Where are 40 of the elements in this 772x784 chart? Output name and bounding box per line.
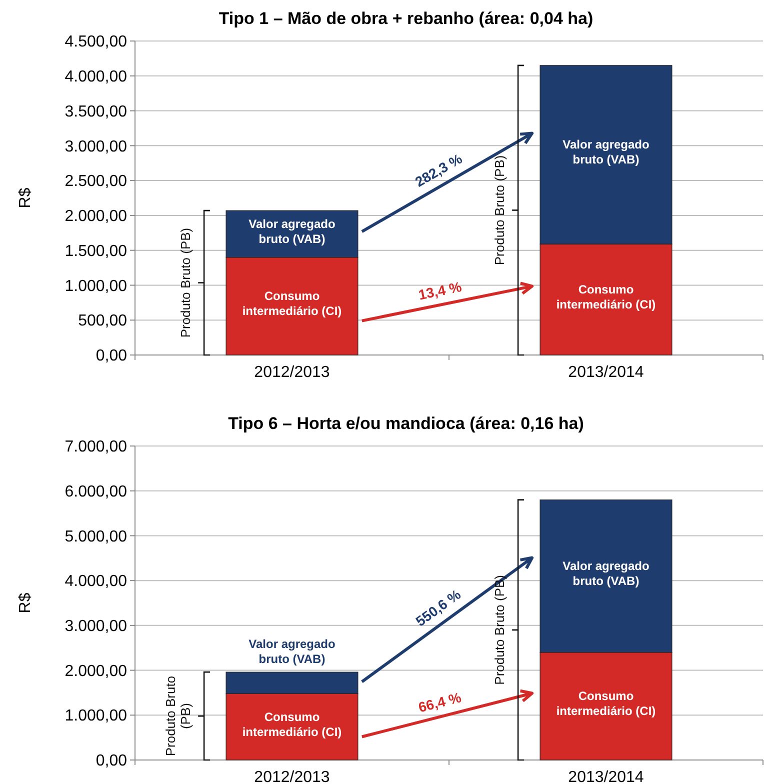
x-tick-label: 2013/2014	[568, 769, 644, 784]
series-label: Consumo intermediário (CI)	[242, 289, 342, 318]
text: Consumo intermediário (CI)	[556, 689, 656, 718]
y-tick-label: 7.000,00	[64, 438, 128, 456]
y-tick-label: 6.000,00	[64, 483, 128, 500]
chart-title: Tipo 1 – Mão de obra + rebanho (área: 0,04 ha)	[218, 9, 594, 28]
y-tick-label: 3.500,00	[64, 103, 128, 120]
y-tick-label: 500,00	[78, 312, 128, 330]
y-axis-title: R$	[17, 188, 34, 208]
annotation: 66,4 %	[416, 688, 464, 716]
y-tick-label: 2.000,00	[64, 208, 128, 226]
y-tick-label: 5.000,00	[64, 528, 128, 546]
x-tick-label: 2012/2013	[254, 364, 330, 381]
x-tick-label: 2012/2013	[254, 769, 330, 784]
y-tick-label: 3.000,00	[64, 618, 128, 636]
series-label: Valor agregado bruto (VAB)	[248, 216, 336, 246]
y-tick-label: 0,00	[96, 752, 128, 770]
text: Consumo intermediário (CI)	[556, 282, 656, 312]
annotation: 13,4 %	[417, 278, 464, 303]
series-label: Valor agregado bruto (VAB)	[248, 637, 336, 666]
y-tick-label: 3.000,00	[64, 138, 128, 156]
y-tick-label: 2.000,00	[64, 662, 128, 680]
annotation: Produto Bruto (PB)	[163, 676, 194, 756]
x-tick-label: 2013/2014	[568, 364, 644, 381]
chart-title: Tipo 6 – Horta e/ou mandioca (área: 0,16 ha)	[228, 414, 584, 433]
y-tick-label: 1.000,00	[64, 278, 128, 295]
annotation: Produto Bruto (PB)	[492, 575, 508, 685]
y-tick-label: 4.000,00	[64, 68, 128, 86]
y-tick-label: 2.500,00	[64, 173, 128, 190]
text: Valor agregado bruto (VAB)	[562, 559, 650, 588]
annotation: Produto Bruto (PB)	[492, 155, 508, 266]
y-tick-label: 0,00	[96, 348, 128, 365]
annotation: Produto Bruto (PB)	[178, 228, 194, 338]
y-axis-title: R$	[17, 592, 34, 614]
y-tick-label: 1.000,00	[64, 708, 128, 725]
y-tick-label: 4.000,00	[64, 573, 128, 590]
series-label: Consumo intermediário (CI)	[242, 710, 342, 739]
y-tick-label: 4.500,00	[64, 34, 128, 51]
y-tick-label: 1.500,00	[64, 242, 128, 260]
text: Valor agregado bruto (VAB)	[562, 138, 650, 167]
